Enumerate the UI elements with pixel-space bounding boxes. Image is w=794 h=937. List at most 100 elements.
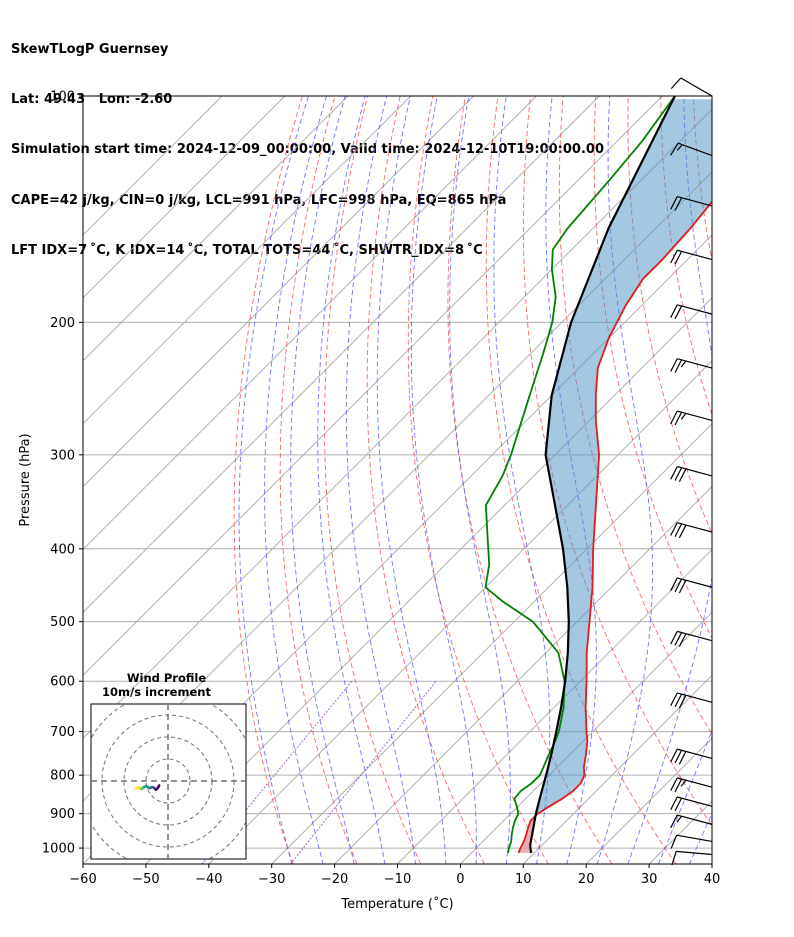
barb-full bbox=[671, 851, 677, 866]
barb-staff bbox=[677, 796, 713, 807]
barb-full bbox=[674, 778, 683, 793]
y-tick-label: 100 bbox=[50, 90, 75, 105]
isotherm--10 bbox=[397, 548, 712, 864]
dry-adiabat bbox=[558, 96, 712, 736]
barb-full bbox=[670, 748, 678, 763]
barb-full bbox=[670, 196, 678, 210]
wind-barb bbox=[670, 466, 713, 482]
moist-adiabat bbox=[345, 96, 416, 864]
wind-barb bbox=[670, 249, 713, 265]
hodograph-ring bbox=[145, 758, 191, 804]
y-tick-label: 500 bbox=[50, 615, 75, 630]
y-tick-label: 300 bbox=[50, 448, 75, 463]
mixing-ratio-line bbox=[290, 680, 437, 864]
barb-half bbox=[676, 144, 683, 151]
moist-adiabat bbox=[658, 729, 712, 864]
isotherm--40 bbox=[208, 360, 712, 864]
sounding-profiles bbox=[484, 96, 712, 854]
isotherm--140 bbox=[83, 96, 349, 362]
isotherm--80 bbox=[83, 108, 712, 739]
wind-barb bbox=[670, 577, 713, 594]
wind-barb bbox=[670, 748, 713, 765]
barb-full bbox=[670, 796, 678, 811]
x-tick-label: −60 bbox=[69, 872, 96, 887]
title-line-times: Simulation start time: 2024-12-09_00:00:… bbox=[11, 142, 604, 158]
barb-full bbox=[674, 797, 683, 812]
hodograph-subtitle: 10m/s increment bbox=[102, 685, 211, 699]
dry-adiabat bbox=[407, 96, 549, 864]
isotherm--100 bbox=[83, 96, 600, 614]
title-line-indices: LFT IDX=7 ˚C, K IDX=14 ˚C, TOTAL TOTS=44… bbox=[11, 243, 483, 259]
y-tick-label: 900 bbox=[50, 807, 75, 822]
barb-full bbox=[674, 305, 683, 319]
moist-adiabat bbox=[376, 96, 447, 864]
moist-adiabat bbox=[290, 96, 355, 864]
moist-adiabat bbox=[627, 96, 712, 864]
barb-full bbox=[678, 524, 687, 539]
wind-barb bbox=[670, 814, 713, 829]
wind-barb bbox=[670, 796, 713, 812]
y-tick-label: 700 bbox=[50, 725, 75, 740]
wind-barb bbox=[670, 692, 713, 709]
hodograph-segment bbox=[134, 786, 139, 791]
wind-barb bbox=[670, 630, 713, 647]
moist-adiabat bbox=[493, 96, 551, 864]
barb-full bbox=[674, 251, 683, 265]
barb-staff bbox=[677, 196, 713, 207]
y-tick-label: 1000 bbox=[42, 842, 75, 857]
chart-title-block: SkewTLogP Guernsey Lat: 49.43 Lon: -2.60… bbox=[11, 8, 604, 277]
barb-staff bbox=[677, 777, 713, 788]
moist-adiabat bbox=[596, 96, 654, 864]
barb-staff bbox=[677, 304, 713, 315]
isotherm--160 bbox=[83, 96, 223, 236]
barb-full bbox=[670, 142, 679, 156]
barb-full bbox=[674, 197, 683, 211]
x-tick-label: −50 bbox=[132, 872, 159, 887]
dry-adiabat bbox=[447, 96, 613, 864]
moist-adiabat bbox=[264, 96, 327, 864]
x-tick-label: −20 bbox=[321, 872, 348, 887]
wind-barb bbox=[671, 850, 713, 866]
barb-full bbox=[674, 411, 683, 426]
barb-full bbox=[678, 751, 687, 765]
wind-barb bbox=[670, 522, 713, 539]
dry-adiabat bbox=[522, 96, 712, 827]
x-tick-label: −10 bbox=[384, 872, 411, 887]
isotherm--120 bbox=[83, 96, 474, 488]
y-tick-label: 400 bbox=[50, 542, 75, 557]
barb-staff bbox=[677, 410, 713, 421]
barb-full bbox=[670, 466, 678, 480]
barb-staff bbox=[676, 834, 713, 843]
barb-full bbox=[678, 633, 687, 647]
wind-barb bbox=[670, 410, 713, 426]
barb-full bbox=[670, 304, 678, 318]
parcel-line bbox=[529, 96, 676, 854]
x-tick-label: −30 bbox=[258, 872, 285, 887]
barb-staff bbox=[677, 748, 713, 760]
barb-staff bbox=[677, 358, 713, 369]
barb-full bbox=[674, 359, 683, 373]
barb-full bbox=[670, 522, 678, 536]
wind-barb bbox=[670, 304, 713, 319]
isotherm-50 bbox=[775, 96, 794, 864]
barb-full bbox=[670, 814, 678, 829]
wind-barb bbox=[670, 834, 713, 849]
barb-staff bbox=[676, 850, 713, 856]
title-line-station: SkewTLogP Guernsey bbox=[11, 41, 169, 57]
dry-adiabat bbox=[726, 96, 794, 864]
y-axis-label: Pressure (hPa) bbox=[18, 433, 33, 526]
barb-half bbox=[680, 413, 687, 420]
y-tick-label: 600 bbox=[50, 675, 75, 690]
barb-staff bbox=[677, 249, 713, 261]
barb-full bbox=[670, 631, 678, 645]
mixing-ratio-line bbox=[201, 680, 353, 864]
wind-barbs bbox=[670, 77, 713, 866]
wind-barb bbox=[670, 77, 713, 97]
hodograph-plot bbox=[91, 704, 246, 859]
barb-full bbox=[670, 249, 678, 264]
isotherm--90 bbox=[83, 96, 663, 676]
dewpoint-line bbox=[484, 96, 676, 854]
barb-half bbox=[680, 779, 687, 787]
wind-barb bbox=[670, 777, 713, 793]
